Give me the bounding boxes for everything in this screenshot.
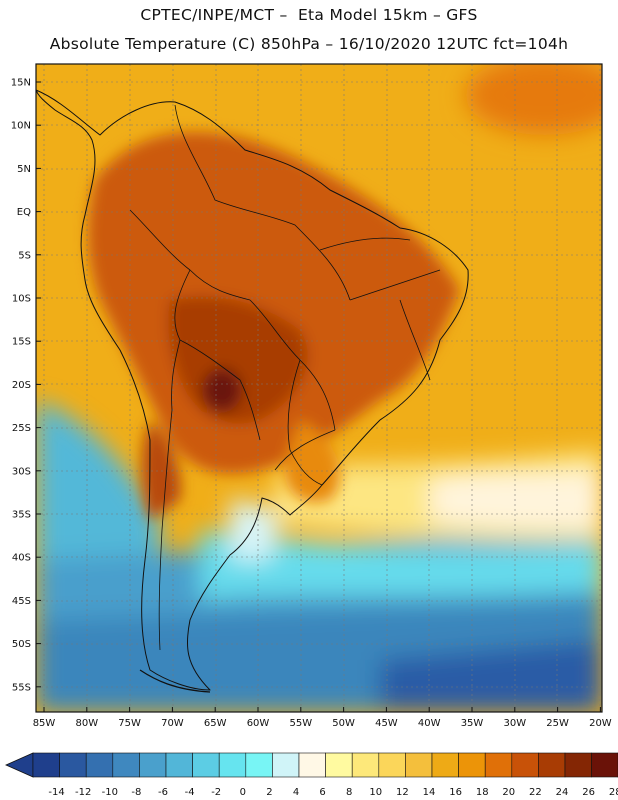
graticule bbox=[36, 64, 602, 712]
lat-label: 40S bbox=[12, 553, 31, 564]
coastlines bbox=[35, 89, 469, 693]
map-title-line-1: CPTEC/INPE/MCT – Eta Model 15km – GFS bbox=[140, 6, 478, 24]
latitude-axis: 15N 10N 5N EQ 5S 10S 15S 20S 25S 30S 35S 40S 45S 50S 5… bbox=[11, 78, 41, 693]
lon-label: 65W bbox=[204, 718, 227, 729]
lat-label: 15S bbox=[12, 337, 31, 348]
colorbar-swatch bbox=[272, 752, 300, 778]
colorbar-swatch bbox=[192, 752, 220, 778]
colorbar-swatch bbox=[112, 752, 140, 778]
lat-label: 35S bbox=[12, 510, 31, 521]
colorbar-swatch bbox=[85, 752, 114, 778]
colorbar-label: 20 bbox=[502, 787, 515, 798]
longitude-axis: 85W 80W 75W 70W 65W 60W 55W 50W 45W 40W 35W 30W 25W 2… bbox=[33, 707, 612, 729]
colorbar-label: 12 bbox=[396, 787, 409, 798]
colorbar-label: 0 bbox=[240, 787, 246, 798]
colorbar-swatch bbox=[165, 752, 193, 778]
lat-label: 30S bbox=[12, 466, 31, 477]
colorbar-swatch bbox=[538, 752, 566, 778]
lat-label: 10S bbox=[12, 294, 31, 305]
lon-label: 45W bbox=[375, 718, 398, 729]
colorbar-label: 28 bbox=[609, 787, 618, 798]
colorbar: -14 -12 -10 -8 -6 -4 -2 0 2 4 6 8 10 12 14 16 18 20 22 24 26… bbox=[5, 752, 618, 798]
lat-label: 5N bbox=[17, 164, 31, 175]
colorbar-label: 4 bbox=[293, 787, 299, 798]
colorbar-swatch bbox=[378, 752, 406, 778]
colorbar-label: 8 bbox=[346, 787, 352, 798]
lat-label: 45S bbox=[12, 596, 31, 607]
colorbar-swatch bbox=[59, 752, 87, 778]
country-borders bbox=[129, 104, 441, 651]
colorbar-label: 14 bbox=[423, 787, 436, 798]
colorbar-label: -8 bbox=[131, 787, 141, 798]
lon-label: 85W bbox=[33, 718, 56, 729]
colorbar-swatch bbox=[431, 752, 459, 778]
lat-label: 20S bbox=[12, 380, 31, 391]
colorbar-label: 18 bbox=[476, 787, 489, 798]
colorbar-label: -14 bbox=[48, 787, 64, 798]
colorbar-swatch bbox=[218, 752, 247, 778]
lon-label: 35W bbox=[461, 718, 484, 729]
colorbar-swatch bbox=[32, 752, 60, 778]
lon-label: 70W bbox=[161, 718, 184, 729]
colorbar-label: 26 bbox=[582, 787, 595, 798]
colorbar-label: -2 bbox=[211, 787, 221, 798]
colorbar-label: -6 bbox=[158, 787, 168, 798]
lon-label: 55W bbox=[289, 718, 312, 729]
colorbar-swatch bbox=[351, 752, 380, 778]
colorbar-arrow-low bbox=[5, 752, 34, 778]
lon-label: 60W bbox=[247, 718, 270, 729]
lon-label: 25W bbox=[546, 718, 569, 729]
lat-label: 5S bbox=[18, 250, 31, 261]
lat-label: 55S bbox=[12, 682, 31, 693]
lat-label: 10N bbox=[11, 121, 31, 132]
colorbar-label: -4 bbox=[185, 787, 195, 798]
lon-label: 30W bbox=[503, 718, 526, 729]
colorbar-swatch bbox=[591, 752, 618, 778]
colorbar-label: 16 bbox=[449, 787, 462, 798]
colorbar-swatch bbox=[325, 752, 353, 778]
lon-label: 75W bbox=[118, 718, 141, 729]
plot-frame bbox=[35, 63, 603, 713]
colorbar-label: 2 bbox=[266, 787, 272, 798]
colorbar-swatch bbox=[405, 752, 433, 778]
colorbar-swatch bbox=[484, 752, 513, 778]
colorbar-swatch bbox=[564, 752, 592, 778]
colorbar-label: 22 bbox=[529, 787, 542, 798]
lon-label: 20W bbox=[589, 718, 612, 729]
colorbar-swatch bbox=[245, 752, 273, 778]
lon-label: 50W bbox=[332, 718, 355, 729]
colorbar-label: -10 bbox=[102, 787, 118, 798]
lon-label: 80W bbox=[75, 718, 98, 729]
lat-label: 50S bbox=[12, 639, 31, 650]
map-title-line-2: Absolute Temperature (C) 850hPa – 16/10/… bbox=[49, 35, 569, 53]
colorbar-label: 6 bbox=[319, 787, 325, 798]
lat-label: EQ bbox=[17, 207, 31, 218]
colorbar-label: 10 bbox=[369, 787, 382, 798]
colorbar-swatch bbox=[458, 752, 486, 778]
lat-label: 15N bbox=[11, 78, 31, 89]
temperature-field bbox=[36, 64, 602, 712]
lon-label: 40W bbox=[418, 718, 441, 729]
colorbar-label: 24 bbox=[556, 787, 569, 798]
colorbar-swatch bbox=[511, 752, 539, 778]
colorbar-swatch bbox=[139, 752, 167, 778]
lat-label: 25S bbox=[12, 423, 31, 434]
colorbar-swatch bbox=[298, 752, 326, 778]
colorbar-label: -12 bbox=[75, 787, 91, 798]
